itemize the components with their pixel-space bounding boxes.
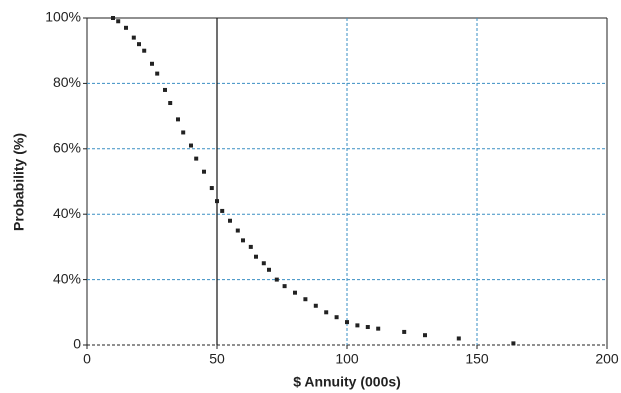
y-tick-label: 60% — [53, 140, 81, 156]
x-tick-label: 150 — [465, 351, 489, 367]
data-point — [254, 254, 258, 259]
data-point — [202, 169, 206, 174]
x-tick-label: 0 — [83, 351, 91, 367]
data-point — [282, 284, 287, 289]
data-point — [150, 61, 154, 66]
y-tick-label: 80% — [53, 74, 81, 90]
x-tick-label: 200 — [595, 351, 619, 367]
data-point — [423, 333, 427, 338]
y-tick-label: 40% — [53, 205, 81, 221]
data-point — [131, 35, 136, 40]
data-point — [142, 48, 147, 53]
data-point — [274, 277, 279, 282]
data-point — [313, 303, 318, 308]
x-tick-label: 50 — [209, 351, 225, 367]
x-tick-label: 100 — [335, 351, 359, 367]
data-point — [111, 16, 115, 20]
data-point — [220, 208, 225, 213]
data-point — [376, 326, 381, 331]
y-tick-label: 0 — [73, 336, 81, 352]
data-point — [345, 320, 349, 325]
data-point — [137, 42, 141, 47]
data-point — [241, 238, 245, 243]
data-point — [456, 336, 461, 341]
data-point — [215, 199, 219, 204]
data-point — [155, 71, 160, 76]
x-axis-title: $ Annuity (000s) — [293, 374, 401, 390]
data-point — [228, 218, 232, 223]
y-tick-label: 100% — [45, 9, 81, 25]
data-point — [261, 261, 266, 266]
data-point — [365, 325, 370, 330]
data-point — [402, 329, 407, 334]
y-tick-label: 40% — [53, 270, 81, 286]
data-point — [176, 117, 180, 122]
data-point — [355, 323, 360, 328]
data-point — [248, 244, 253, 249]
data-point — [124, 25, 128, 30]
data-point — [209, 186, 214, 191]
data-point — [168, 101, 173, 106]
y-axis-title: Probability (%) — [11, 133, 27, 231]
data-point — [267, 267, 271, 272]
data-point — [235, 228, 240, 233]
data-point — [181, 130, 186, 135]
data-point — [116, 19, 121, 24]
data-point — [334, 315, 339, 320]
data-point — [189, 143, 193, 148]
data-point — [163, 87, 167, 92]
data-point — [324, 310, 329, 315]
data-point — [303, 297, 308, 302]
data-point — [293, 290, 297, 295]
data-point — [511, 341, 516, 346]
data-point — [194, 156, 199, 161]
